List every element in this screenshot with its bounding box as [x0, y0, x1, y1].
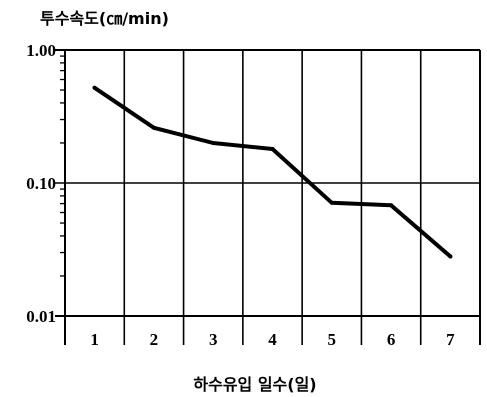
data-point [151, 125, 156, 130]
y-axis-title: 투수속도(㎝/min) [40, 9, 169, 28]
y-tick-label: 0.10 [26, 174, 56, 193]
x-tick-label: 7 [446, 330, 455, 349]
data-point [92, 85, 97, 90]
y-tick-label: 0.01 [26, 307, 56, 326]
data-point [270, 147, 275, 151]
x-tick-label: 1 [90, 330, 99, 349]
x-axis-title: 하수유입 일수(일) [193, 375, 316, 394]
series-layer [92, 85, 453, 259]
x-tick-label: 4 [268, 330, 277, 349]
axis-layer [60, 55, 65, 277]
data-point [211, 141, 216, 145]
data-point [329, 200, 334, 205]
data-point [448, 254, 453, 259]
grid-layer [55, 49, 481, 345]
x-tick-label: 5 [328, 330, 337, 349]
x-tick-label: 3 [209, 330, 218, 349]
data-point [389, 203, 394, 208]
y-tick-label: 1.00 [26, 41, 56, 60]
x-tick-label: 6 [387, 330, 396, 349]
text-layer: 투수속도(㎝/min) 하수유입 일수(일) 1.00 0.10 0.01 1 2 3 4 5… [26, 9, 455, 394]
x-tick-label: 2 [150, 330, 159, 349]
